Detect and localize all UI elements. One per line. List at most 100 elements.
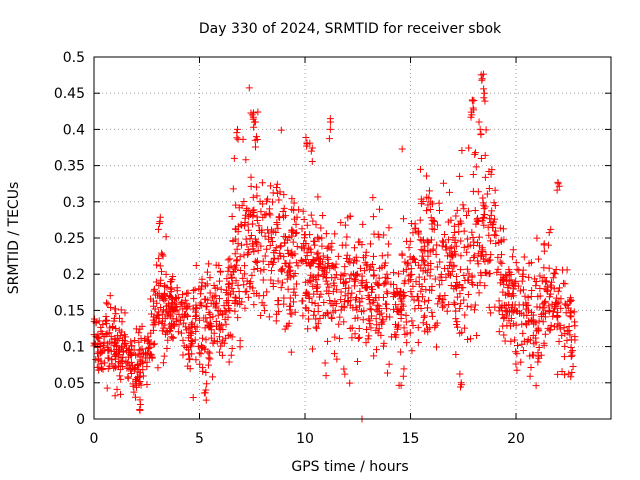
data-point [536, 303, 544, 311]
data-point [203, 380, 211, 388]
data-point [137, 334, 145, 342]
data-point [222, 320, 230, 328]
data-point [281, 239, 289, 247]
data-point [370, 272, 378, 280]
data-point [452, 315, 460, 323]
data-point [554, 370, 562, 378]
data-point [253, 258, 261, 266]
data-point [203, 318, 211, 326]
data-point [359, 220, 367, 228]
data-point [261, 252, 269, 260]
data-point [566, 298, 574, 306]
data-point [235, 288, 243, 296]
data-point [445, 301, 453, 309]
x-tick-label: 0 [90, 431, 99, 447]
data-point [255, 222, 263, 230]
data-point [512, 348, 520, 356]
data-point [99, 365, 107, 373]
data-point [426, 286, 434, 294]
data-point [474, 250, 482, 258]
data-point [356, 264, 364, 272]
data-point [570, 308, 578, 316]
data-point [500, 314, 508, 322]
data-point [241, 304, 249, 312]
data-point [397, 315, 405, 323]
data-point [162, 233, 170, 241]
data-point [556, 325, 564, 333]
data-point [558, 331, 566, 339]
data-point [445, 270, 453, 278]
data-point [563, 327, 571, 335]
data-point [465, 276, 473, 284]
data-point [277, 126, 285, 134]
data-point [337, 288, 345, 296]
data-point [502, 302, 510, 310]
y-tick-label: 0.1 [63, 340, 85, 356]
data-point [530, 340, 538, 348]
data-point [528, 308, 536, 316]
data-point [99, 342, 107, 350]
data-point [210, 299, 218, 307]
data-point [263, 288, 271, 296]
data-point [548, 300, 556, 308]
data-point [481, 151, 489, 159]
data-point [195, 316, 203, 324]
data-point [244, 246, 252, 254]
data-point [384, 240, 392, 248]
data-point [197, 350, 205, 358]
data-point [311, 237, 319, 245]
data-point [547, 290, 555, 298]
data-point [267, 182, 275, 190]
data-point [98, 330, 106, 338]
y-tick-label: 0.05 [54, 376, 85, 392]
data-point [116, 366, 124, 374]
data-point [159, 252, 167, 260]
data-point [274, 301, 282, 309]
data-point [554, 320, 562, 328]
data-point [547, 321, 555, 329]
data-point [474, 239, 482, 247]
data-point [247, 210, 255, 218]
data-point [457, 300, 465, 308]
data-point [161, 321, 169, 329]
data-point [495, 238, 503, 246]
data-point [168, 276, 176, 284]
data-point [325, 135, 333, 143]
data-point [413, 293, 421, 301]
data-point [434, 300, 442, 308]
data-point [171, 307, 179, 315]
data-point [269, 282, 277, 290]
data-point [429, 217, 437, 225]
data-point [566, 331, 574, 339]
data-point [323, 309, 331, 317]
data-point [400, 365, 408, 373]
data-point [192, 304, 200, 312]
data-point [236, 253, 244, 261]
data-point [487, 211, 495, 219]
data-point [236, 266, 244, 274]
data-point [248, 271, 256, 279]
data-point [365, 332, 373, 340]
data-point [288, 195, 296, 203]
data-point [122, 358, 130, 366]
data-point [175, 310, 183, 318]
data-point [498, 251, 506, 259]
data-point [226, 331, 234, 339]
data-point [163, 345, 171, 353]
data-point [106, 292, 114, 300]
data-point [210, 292, 218, 300]
data-point [173, 284, 181, 292]
data-point [519, 286, 527, 294]
data-point [118, 357, 126, 365]
data-point [179, 291, 187, 299]
data-point [201, 324, 209, 332]
data-point [376, 205, 383, 213]
data-point [262, 210, 270, 218]
data-point [179, 351, 187, 359]
data-point [346, 275, 354, 283]
data-point [192, 356, 200, 364]
data-point [206, 355, 214, 363]
data-point [287, 302, 295, 310]
data-point [344, 296, 352, 304]
data-point [160, 292, 168, 300]
